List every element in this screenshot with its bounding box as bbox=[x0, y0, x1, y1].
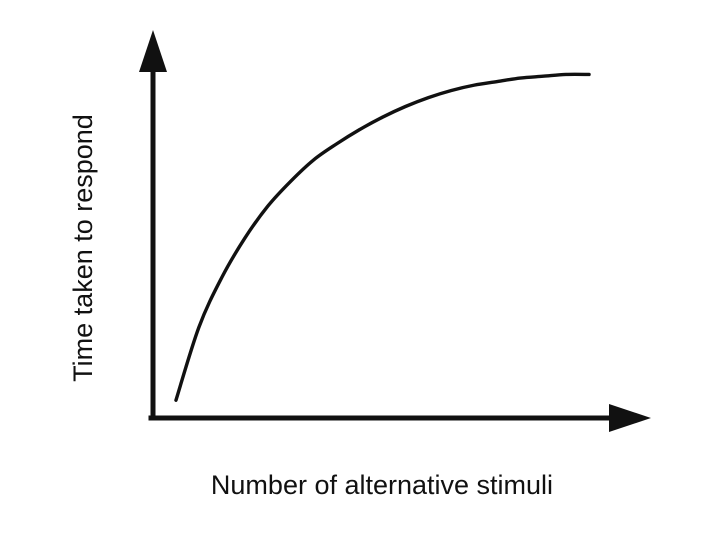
x-axis-arrow-icon bbox=[609, 404, 651, 432]
axes bbox=[139, 30, 651, 432]
series-layer bbox=[174, 72, 591, 402]
y-axis-arrow-icon bbox=[139, 30, 167, 72]
series-line-1 bbox=[174, 72, 591, 402]
x-axis-label: Number of alternative stimuli bbox=[211, 470, 553, 500]
y-axis-label: Time taken to respond bbox=[68, 114, 98, 382]
